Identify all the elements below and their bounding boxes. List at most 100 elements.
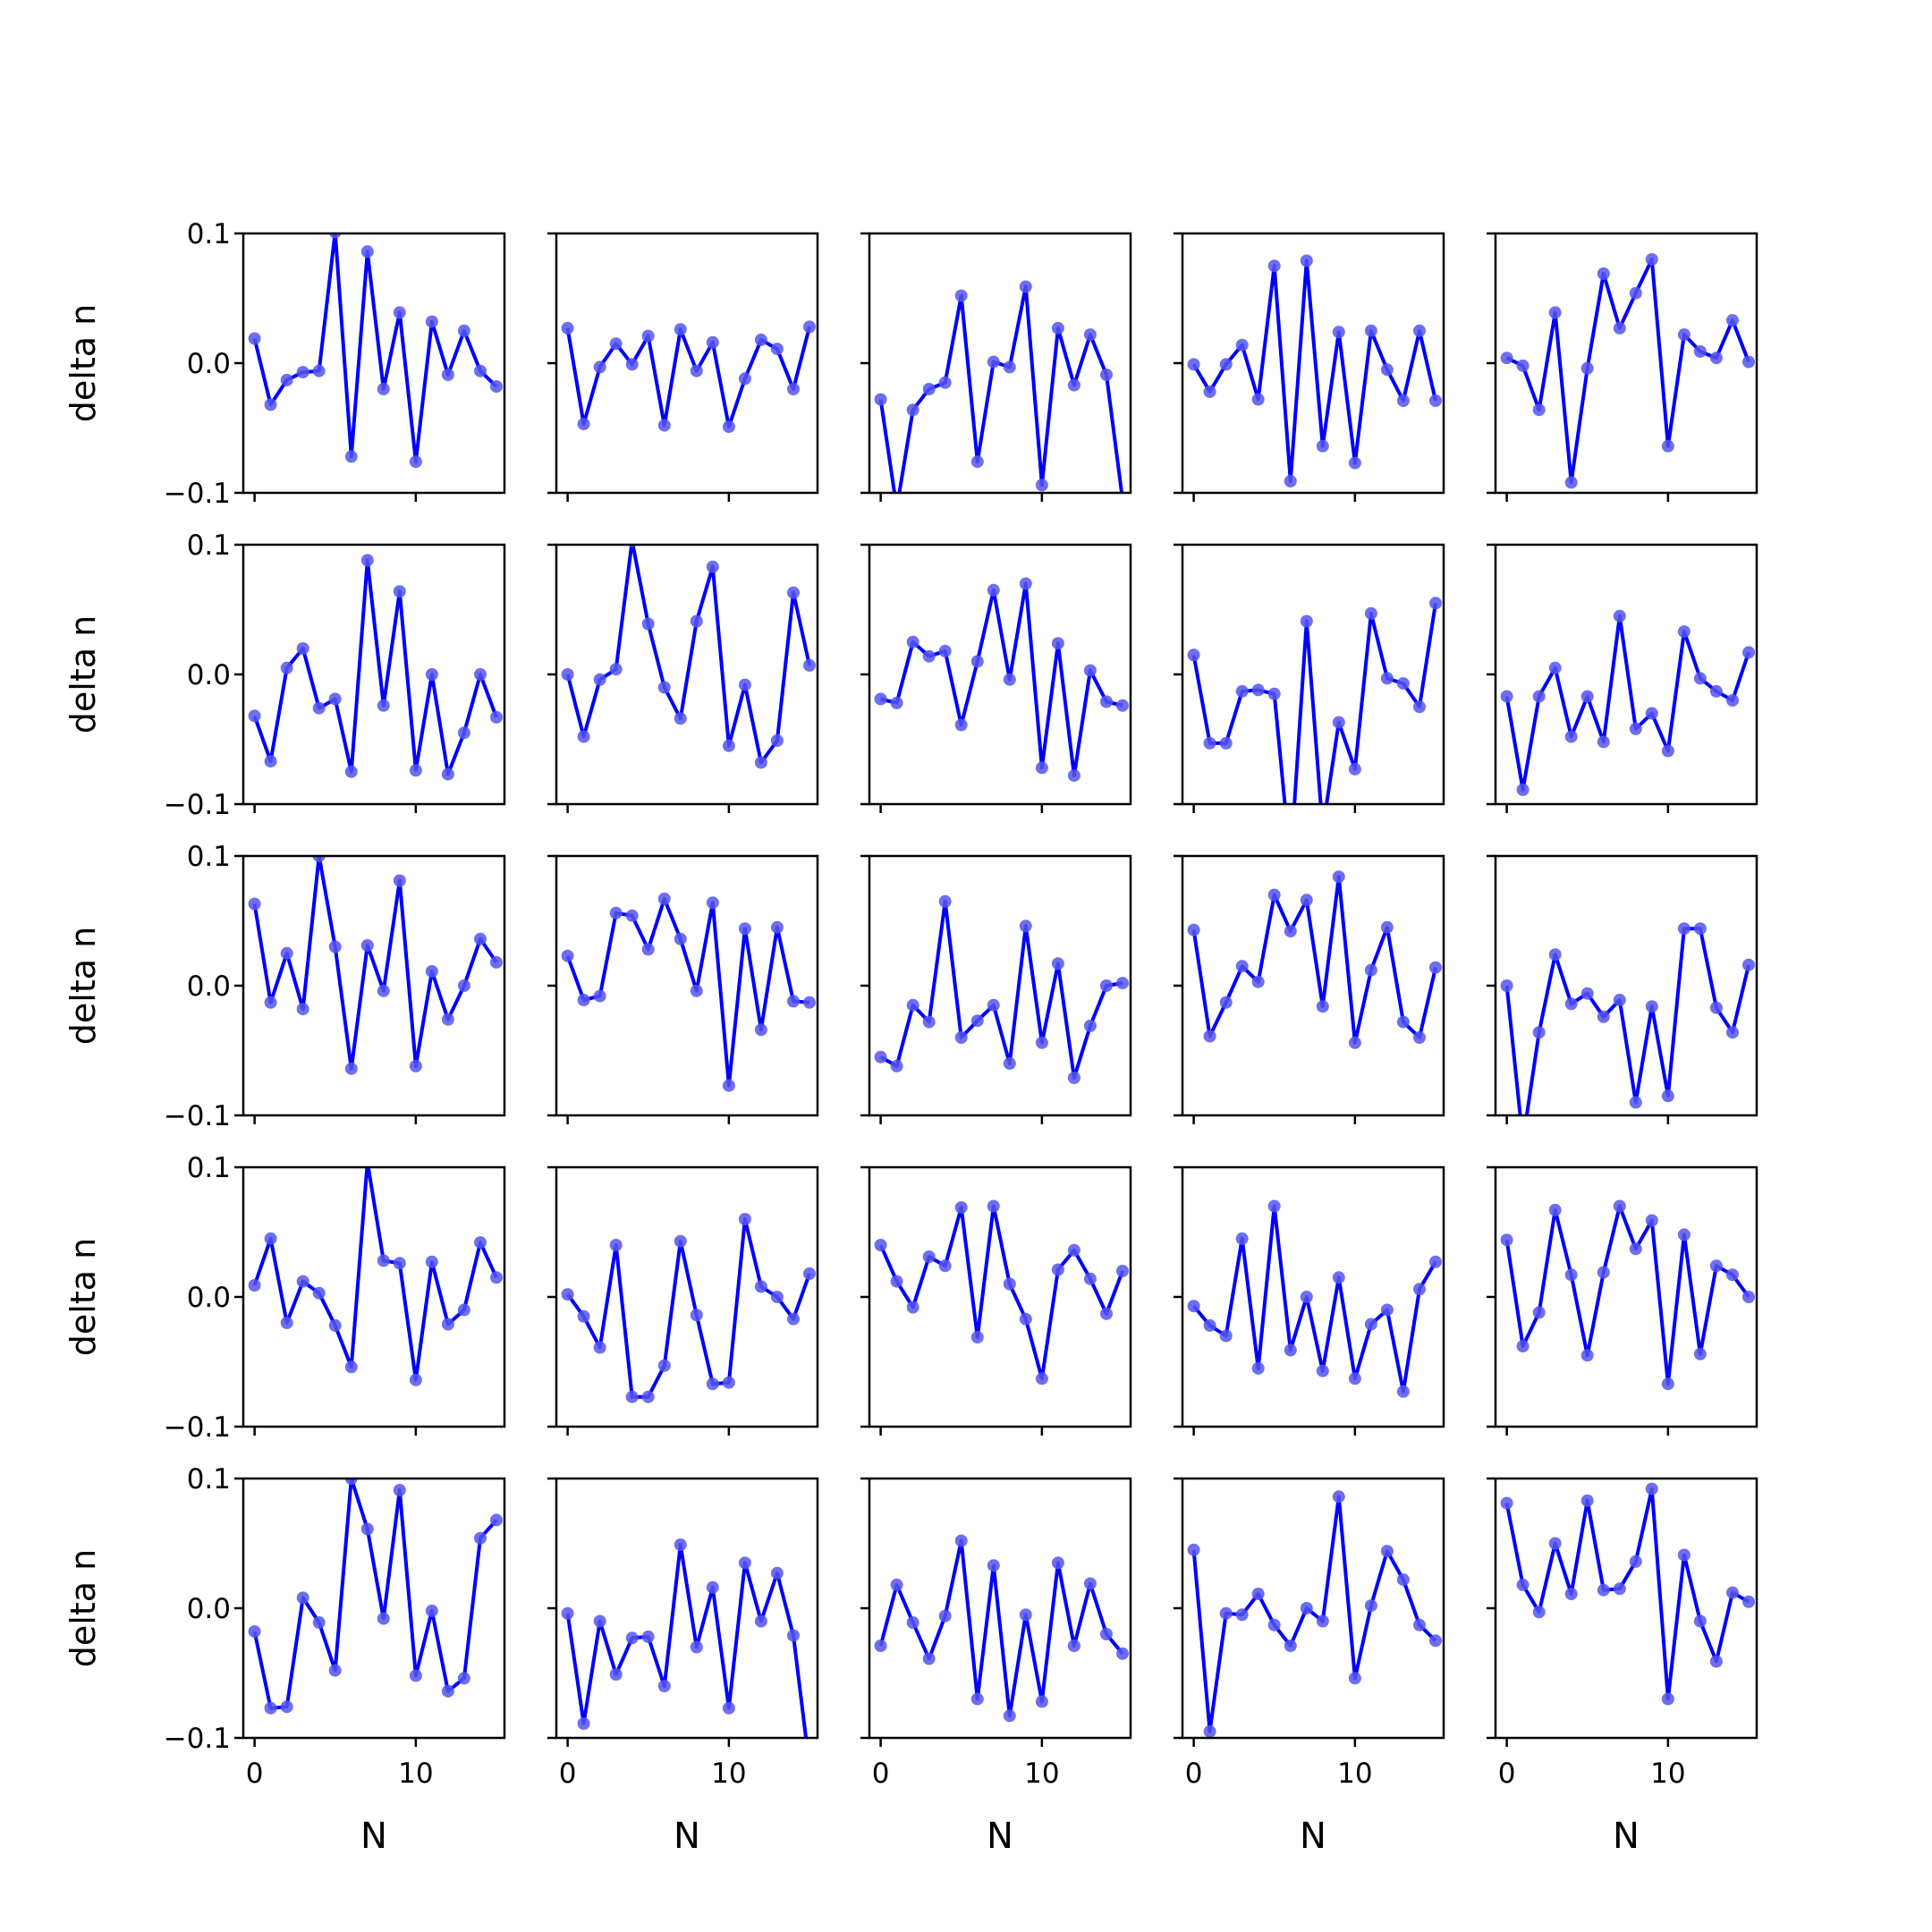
data-point [248,709,261,723]
data-point [593,1614,606,1628]
data-point [1500,1233,1513,1247]
subplot-r4-c3: 0 10 N [1174,1477,1445,1857]
data-point [954,1201,968,1214]
data-point [1235,338,1249,352]
data-point [1413,700,1426,714]
data-point [1645,1482,1658,1496]
data-point [1709,1655,1723,1668]
data-point [360,1522,374,1536]
data-point [360,554,374,567]
data-point [490,1513,503,1527]
subplot-data-group [1500,253,1755,489]
data-point [561,321,574,335]
data-point [1267,1199,1281,1213]
data-point [1235,1232,1249,1245]
data-point [312,1616,326,1629]
data-point [1219,358,1233,371]
subplot-data-group [1187,1199,1442,1398]
data-point [738,372,751,386]
data-point [1396,677,1410,691]
data-point [657,1359,671,1372]
data-point [409,455,422,469]
data-point [474,668,487,681]
y-tick-label: −0.1 [164,1411,231,1444]
data-point [1548,1537,1562,1550]
data-point [1035,1695,1048,1708]
data-point [490,1271,503,1284]
data-point [1597,267,1610,280]
data-point [393,874,406,887]
data-point [1396,394,1410,407]
data-point [312,701,326,715]
data-point [1083,1577,1097,1590]
data-point [1332,1271,1345,1284]
data-point [1251,975,1265,988]
data-point [393,1257,406,1270]
data-point [1516,359,1530,372]
data-point [641,1390,655,1403]
data-point [1742,1595,1755,1608]
data-point [409,1669,422,1682]
y-axis-label: delta n [64,1549,103,1667]
x-tick-label: 10 [711,1758,746,1790]
data-point [641,617,655,631]
data-point [1532,1306,1546,1319]
subplot-data-group [561,892,816,1092]
data-point [609,906,623,919]
data-point [1067,1072,1080,1084]
series-line [1504,1487,1750,1701]
data-point [1083,328,1097,342]
data-point [1203,385,1216,398]
data-point [490,955,503,969]
data-point [1532,1026,1546,1039]
data-point [922,649,936,663]
data-point [770,1291,784,1303]
series-line [565,545,811,765]
data-point [1364,1318,1377,1331]
x-axis-label: N [360,1816,387,1857]
y-axis-label: delta n [64,927,103,1045]
data-point [938,376,952,389]
data-point [609,337,623,351]
subplot-r2-c3 [1174,854,1445,1124]
data-point [1726,1586,1739,1599]
data-point [1364,1599,1377,1613]
data-point [1742,646,1755,659]
subplot-data-group [1500,1482,1755,1706]
data-point [954,1031,968,1044]
data-point [1677,1228,1690,1241]
data-point [1677,922,1690,936]
data-point [1548,306,1562,319]
data-point [1348,1672,1361,1685]
subplot-data-group [1500,609,1755,796]
data-point [312,856,326,862]
data-point [625,358,639,371]
x-tick-label: 10 [1024,1758,1059,1790]
data-point [490,380,503,394]
series-line [1504,927,1750,1115]
subplot-data-group [1187,254,1442,487]
data-point [1516,1340,1530,1353]
data-point [1532,690,1546,703]
data-point [1251,1588,1265,1600]
data-point [457,979,470,992]
data-point [457,324,470,337]
series-line [565,896,810,1088]
data-point [1116,1265,1129,1277]
data-point [393,306,406,319]
data-point [1083,1272,1097,1285]
subplot-r1-c4 [1487,543,1758,813]
data-point [657,1680,671,1692]
data-point [1219,1329,1233,1343]
x-tick-label: 0 [872,1758,890,1790]
data-point [1067,378,1080,392]
data-point [577,730,590,743]
data-point [344,1062,358,1075]
x-tick-label: 0 [559,1758,577,1790]
subplot-data-group [874,577,1129,783]
subplot-r0-c2 [860,232,1132,502]
data-point [1003,1057,1016,1070]
data-point [1580,1494,1594,1507]
subplot-r0-c1 [547,232,819,502]
data-point [377,1254,390,1267]
